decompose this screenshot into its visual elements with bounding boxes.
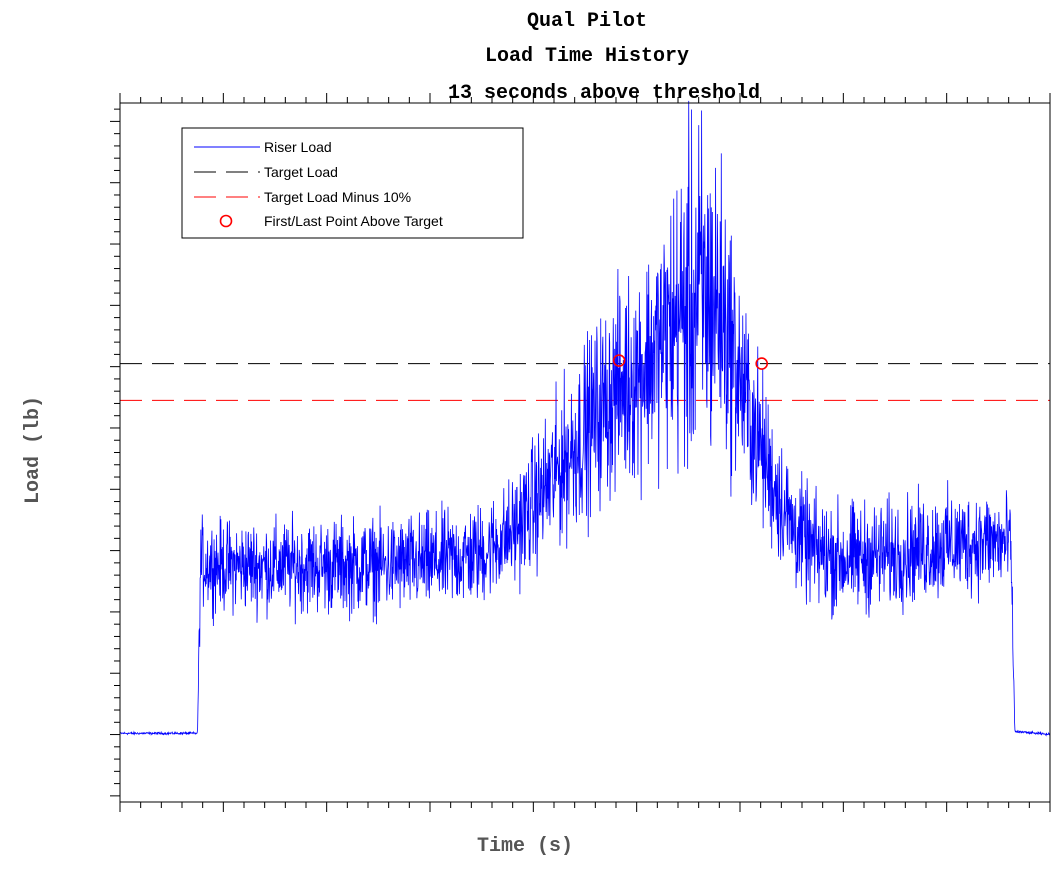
- legend-label-target-load: Target Load: [264, 164, 338, 180]
- x-axis-label: Time (s): [477, 835, 573, 858]
- legend-label-first-last-point: First/Last Point Above Target: [264, 213, 443, 229]
- chart-title: Qual Pilot Load Time History 13 seconds …: [448, 10, 760, 105]
- y-axis-label: Load (lb): [22, 396, 45, 504]
- title-line-1: Qual Pilot: [527, 10, 647, 33]
- riser-load-line: [119, 100, 1051, 737]
- axis-ticks: [110, 93, 1051, 812]
- legend-marker-first-last-point: [219, 214, 233, 228]
- legend-box: [181, 127, 524, 239]
- plot-area: [119, 100, 1051, 737]
- legend: Riser Load Target Load Target Load Minus…: [181, 127, 524, 239]
- title-line-3: 13 seconds above threshold: [448, 82, 760, 105]
- legend-label-target-minus-10: Target Load Minus 10%: [264, 189, 411, 205]
- last-point-above-target-marker: [755, 357, 769, 370]
- title-line-2: Load Time History: [485, 45, 689, 68]
- first-point-above-target-marker: [612, 354, 626, 367]
- legend-label-riser-load: Riser Load: [264, 139, 332, 155]
